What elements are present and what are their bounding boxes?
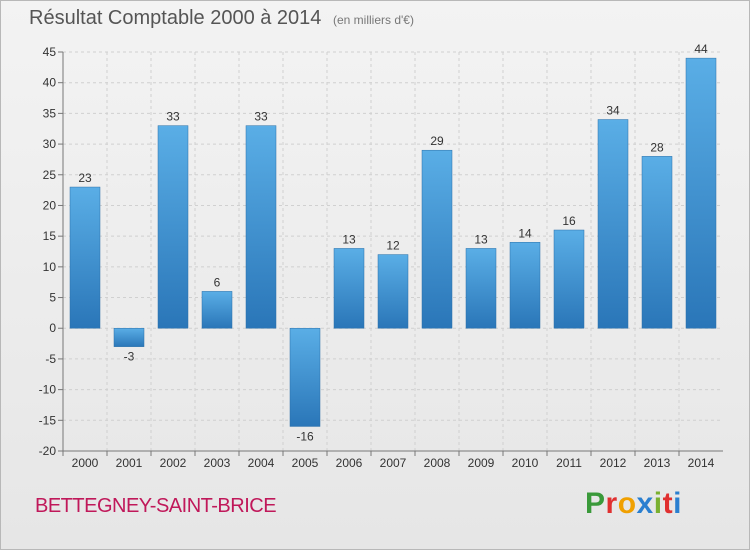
- data-label: 33: [166, 110, 180, 124]
- y-tick-label: 25: [43, 168, 57, 182]
- data-label: -3: [124, 350, 135, 364]
- y-tick-label: 30: [43, 137, 57, 151]
- city-name: BETTEGNEY-SAINT-BRICE: [35, 495, 277, 517]
- bar-2005: [289, 327, 321, 427]
- y-tick-label: 5: [49, 291, 56, 305]
- y-tick-label: 35: [43, 106, 57, 120]
- y-tick-label: 15: [43, 229, 57, 243]
- x-tick-label: 2007: [380, 456, 407, 470]
- brand-letter: i: [673, 487, 682, 520]
- x-tick-label: 2008: [424, 456, 451, 470]
- bar-2010: [509, 242, 541, 329]
- bars: [69, 57, 717, 427]
- x-tick-label: 2012: [600, 456, 627, 470]
- data-label: 44: [694, 42, 708, 56]
- y-tick-label: -15: [39, 413, 57, 427]
- bar-2003: [201, 291, 233, 329]
- chart-title-text: Résultat Comptable 2000 à 2014: [29, 7, 322, 29]
- y-tick-label: 10: [43, 260, 57, 274]
- brand-letter: x: [636, 487, 654, 520]
- axes: -20 -15 -10 -5 0 5 10 15 20 25 30 35 40 45 2000 2001 200…: [39, 45, 723, 470]
- x-tick-label: 2001: [116, 456, 143, 470]
- y-tick-label: -10: [39, 383, 57, 397]
- bar-2014: [685, 57, 717, 329]
- x-tick-label: 2005: [292, 456, 319, 470]
- bar-2008: [421, 149, 453, 329]
- data-label: 16: [562, 214, 576, 228]
- brand-logo: Proxiti: [585, 487, 682, 521]
- data-labels: 23 -3 33 6 33 -16 13 12 29 13 14 16 34 28 44: [78, 42, 708, 443]
- data-label: 33: [254, 110, 268, 124]
- bar-2013: [641, 156, 673, 329]
- brand-letter: r: [605, 487, 618, 520]
- bar-2002: [157, 125, 189, 329]
- data-label: 23: [78, 171, 92, 185]
- bar-2000: [69, 186, 101, 329]
- data-label: 29: [430, 134, 444, 148]
- bar-2012: [597, 119, 629, 329]
- data-label: 34: [606, 104, 620, 118]
- chart-title: Résultat Comptable 2000 à 2014 (en milli…: [29, 7, 414, 30]
- data-label: 28: [650, 140, 664, 154]
- data-label: 14: [518, 226, 532, 240]
- x-tick-label: 2014: [688, 456, 715, 470]
- x-tick-label: 2004: [248, 456, 275, 470]
- y-tick-label: -20: [39, 444, 57, 458]
- x-tick-label: 2010: [512, 456, 539, 470]
- brand-letter: i: [653, 487, 663, 520]
- bar-2004: [245, 125, 277, 329]
- bar-2011: [553, 229, 585, 329]
- data-label: 13: [474, 232, 488, 246]
- x-tick-label: 2011: [556, 456, 582, 470]
- data-label: -16: [296, 429, 314, 443]
- x-tick-label: 2013: [644, 456, 671, 470]
- brand-letter: t: [662, 487, 674, 520]
- bar-2009: [465, 248, 497, 329]
- bar-2001: [113, 327, 145, 347]
- data-label: 13: [342, 232, 356, 246]
- bar-2006: [333, 248, 365, 329]
- x-tick-label: 2006: [336, 456, 363, 470]
- x-tick-label: 2009: [468, 456, 495, 470]
- x-tick-label: 2003: [204, 456, 231, 470]
- x-tick-label: 2002: [160, 456, 187, 470]
- y-tick-label: -5: [45, 352, 56, 366]
- chart-subtitle: (en milliers d'€): [332, 13, 414, 27]
- data-label: 12: [386, 239, 400, 253]
- data-label: 6: [214, 275, 221, 289]
- bar-2007: [377, 254, 409, 329]
- brand-letter: o: [617, 487, 637, 520]
- y-tick-label: 45: [43, 45, 57, 59]
- y-tick-label: 20: [43, 198, 57, 212]
- brand-letter: P: [585, 487, 606, 520]
- y-tick-label: 40: [43, 76, 57, 90]
- y-tick-label: 0: [49, 321, 56, 335]
- x-tick-label: 2000: [72, 456, 99, 470]
